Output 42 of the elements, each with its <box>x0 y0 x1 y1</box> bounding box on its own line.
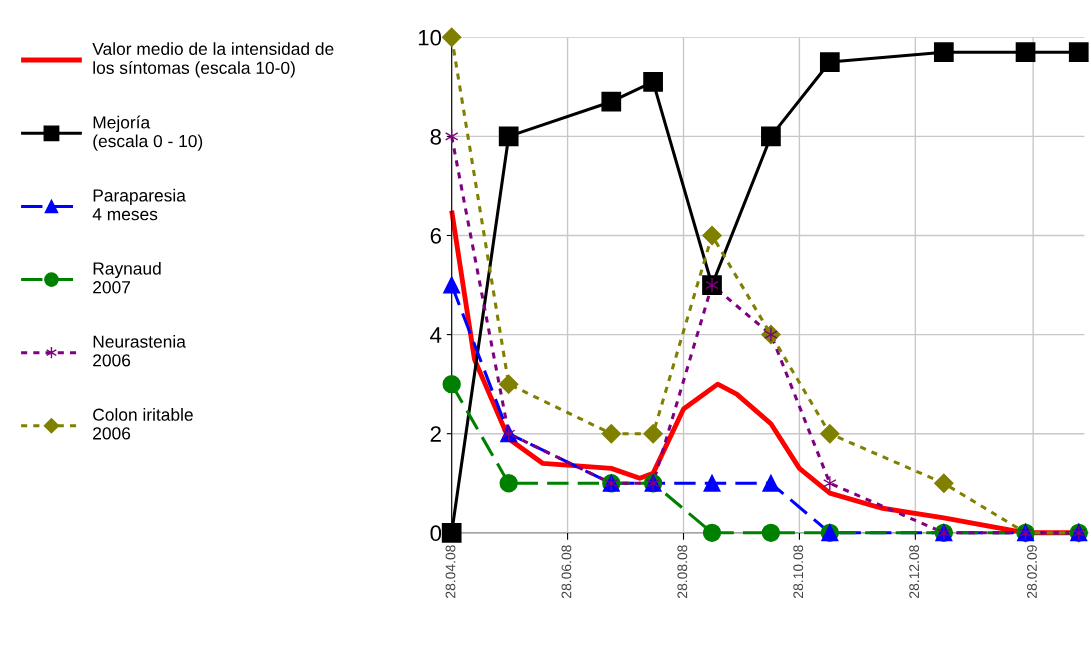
point <box>762 474 780 492</box>
legend-label: Neurastenia 2006 <box>93 335 186 367</box>
y-tick-label: 0 <box>430 525 442 542</box>
point <box>703 474 721 492</box>
legend-label: Paraparesia 4 meses <box>92 188 186 221</box>
point <box>702 225 722 246</box>
point <box>601 91 622 112</box>
point <box>1068 42 1089 63</box>
x-tick-label: 28.08.08 <box>677 545 688 598</box>
point <box>761 126 781 147</box>
y-tick-label: 10 <box>418 29 442 46</box>
point <box>442 374 461 394</box>
point <box>441 27 462 47</box>
point <box>1015 42 1036 63</box>
point <box>643 424 663 444</box>
point <box>823 475 837 491</box>
legend-label: Raynaud 2007 <box>93 261 161 294</box>
point <box>499 374 519 394</box>
x-tick-label: 28.10.08 <box>793 545 804 598</box>
y-tick-label: 6 <box>430 228 441 244</box>
point <box>820 424 840 444</box>
legend-label: Valor medio de la intensidad de los síntomas (escala 10-0) <box>92 42 334 78</box>
y-tick-label: 4 <box>430 327 442 343</box>
point <box>499 474 518 493</box>
point <box>933 42 954 63</box>
x-tick-label: 28.12.08 <box>909 545 920 598</box>
point <box>643 72 663 92</box>
legend-label: Colon iritable 2006 <box>93 408 193 440</box>
point <box>934 473 954 493</box>
x-tick-label: 28.04.08 <box>445 545 456 598</box>
y-tick-label: 2 <box>430 426 441 442</box>
y-tick-label: 8 <box>430 128 441 145</box>
point <box>702 523 722 542</box>
legend-label: Mejoría (escala 0 - 10) <box>93 115 203 151</box>
x-tick-label: 28.06.08 <box>561 545 572 598</box>
point <box>819 52 840 72</box>
point <box>761 523 781 542</box>
point <box>443 276 461 294</box>
point <box>441 522 462 543</box>
point <box>601 424 621 444</box>
point <box>498 126 519 147</box>
x-tick-label: 28.02.09 <box>1027 545 1037 598</box>
